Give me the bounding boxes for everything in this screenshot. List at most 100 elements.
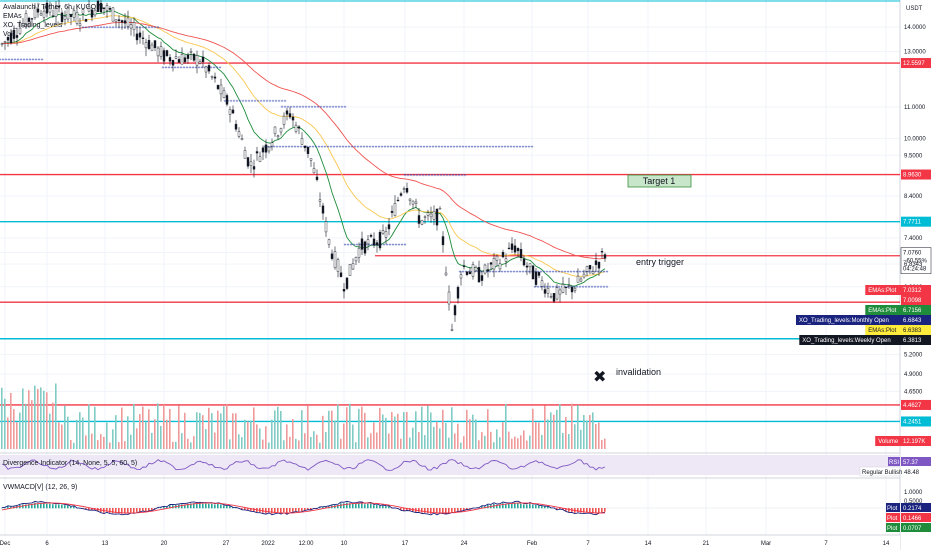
volume-bar (586, 420, 588, 449)
volume-bar (235, 413, 237, 449)
candle-body (453, 305, 457, 316)
candle-body (99, 2, 103, 13)
macd-hist (109, 508, 111, 513)
candle-body (39, 13, 43, 16)
price-tick: 7.4000 (904, 236, 923, 242)
volume-bar (532, 408, 534, 449)
indicator-xo-levels[interactable]: XO_Trading_levels (3, 22, 63, 29)
volume-bar (184, 412, 186, 449)
candle-body (30, 18, 34, 20)
time-tick: 13 (102, 541, 109, 547)
macd-hist (244, 508, 246, 510)
candle-body (417, 215, 421, 224)
candle-body (423, 216, 427, 218)
volume-bar (265, 426, 267, 449)
tag-name-box (865, 285, 901, 295)
macd-hist (139, 508, 141, 512)
macd-hist (136, 508, 138, 512)
candle-body (45, 2, 49, 14)
candle-body (252, 166, 256, 170)
macd-hist (517, 502, 519, 509)
candle-body (129, 24, 133, 29)
macd-hist (265, 508, 267, 514)
volume-bar (517, 438, 519, 449)
macd-hist (382, 505, 384, 509)
volume-bar (547, 419, 549, 449)
level-marker (223, 99, 287, 103)
macd-hist (160, 507, 162, 509)
symbol-title[interactable]: Avalaunch / Tether, 6h, KUCOIN (3, 4, 104, 11)
time-axis[interactable]: Dec 6 13 20 27 2022 12:00 10 17 24 Feb 7 14 21 Mar 7 14 (0, 534, 900, 550)
volume-bar (58, 422, 60, 449)
indicator-vol[interactable]: Vol (3, 31, 13, 38)
volume-bar (259, 428, 261, 449)
candle-body (408, 198, 412, 201)
candle-body (321, 205, 325, 214)
macd-hist (247, 508, 249, 511)
macd-hist (115, 508, 117, 514)
macd-hist (268, 508, 270, 513)
candle-body (300, 138, 304, 145)
volume-bar (7, 417, 9, 449)
volume-bar (223, 406, 225, 449)
time-tick: 21 (703, 541, 710, 547)
rsi-name: RSI (889, 460, 899, 466)
candle-body (255, 151, 259, 154)
macd-hist (196, 503, 198, 509)
macd-hist (403, 508, 405, 511)
macd-hist (352, 503, 354, 509)
candle-body (504, 258, 508, 262)
macd-hist (466, 508, 468, 510)
candle-body (342, 288, 346, 292)
macd-hist (4, 507, 6, 509)
tag-name: Volume (878, 439, 899, 445)
macd-hist (598, 508, 600, 513)
macd-hist (349, 503, 351, 509)
volume-bar (91, 433, 93, 449)
target-label: Target 1 (643, 176, 676, 186)
bull-value: 48.48 (904, 470, 920, 476)
macd-hist (535, 504, 537, 509)
candle-body (306, 146, 310, 154)
volume-bar (241, 437, 243, 449)
macd-hist (367, 503, 369, 509)
candle-body (603, 254, 607, 259)
volume-bar (550, 412, 552, 449)
indicator-emas[interactable]: EMAs (3, 13, 22, 20)
macd-hist (289, 508, 291, 513)
volume-bar (487, 409, 489, 449)
currency-label: USDT (906, 6, 923, 12)
tag-value: 12.197K (903, 439, 925, 445)
macd-hist (61, 504, 63, 509)
macd-hist (85, 508, 87, 510)
candle-body (528, 263, 532, 268)
price-tick: 14.0000 (904, 25, 926, 31)
price-axis[interactable]: 14.0000 13.0000 12.5597 11.0000 10.0000 9.500… (900, 0, 932, 550)
macd-hist (88, 508, 90, 511)
volume-bar (316, 434, 318, 449)
macd-hist (127, 508, 129, 514)
volume-bar (271, 419, 273, 449)
target-box[interactable]: Target 1 (627, 174, 692, 188)
volume-bar (286, 424, 288, 449)
volume-bar (538, 422, 540, 449)
volume-bar (268, 442, 270, 449)
volume-bar (103, 436, 105, 449)
volume-bar (118, 442, 120, 449)
tag-name-box (796, 315, 901, 325)
volume-bar (67, 416, 69, 449)
macd-hist (46, 503, 48, 509)
volume-bar (238, 434, 240, 449)
candle-body (381, 230, 385, 234)
candle-body (204, 66, 208, 73)
candle-body (69, 14, 73, 17)
candle-body (258, 156, 262, 162)
volume-bar (154, 419, 156, 449)
volume-bar (307, 405, 309, 449)
macd-hist (526, 504, 528, 509)
candle-body (471, 264, 475, 277)
candle-body (243, 150, 247, 159)
macd-tick: 0.5000 (904, 499, 923, 505)
macd-value: 0.2174 (903, 506, 922, 512)
candle-body (9, 32, 13, 44)
